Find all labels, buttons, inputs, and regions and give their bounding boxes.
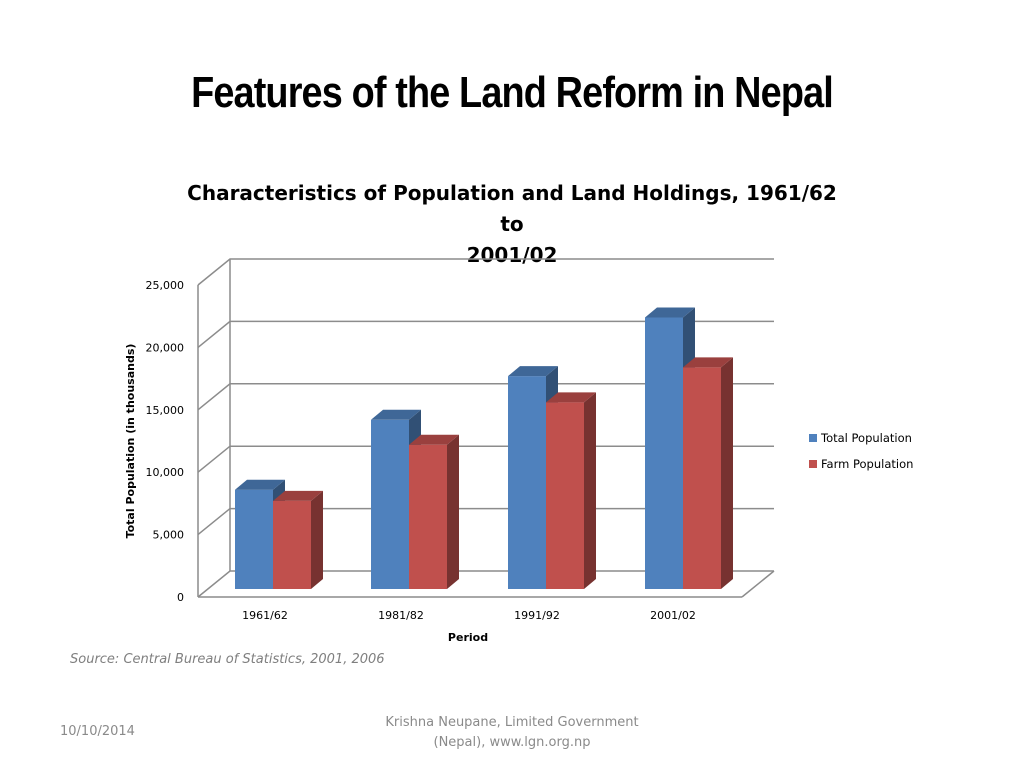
bar <box>409 434 459 589</box>
bar <box>546 392 596 589</box>
x-axis-label: Period <box>448 631 488 644</box>
legend-label: Farm Population <box>821 457 913 471</box>
legend: Total Population Farm Population <box>809 431 913 471</box>
x-tick-label: 2001/02 <box>650 609 696 622</box>
footer-credit-line-1: Krishna Neupane, Limited Government <box>385 715 639 730</box>
bar-front <box>683 367 721 589</box>
bar-front <box>546 402 584 589</box>
bar-front <box>508 376 546 589</box>
y-tick-label: 5,000 <box>153 529 185 542</box>
bar-front <box>371 419 409 589</box>
legend-label: Total Population <box>820 431 912 445</box>
x-tick-label: 1961/62 <box>242 609 288 622</box>
bars <box>235 307 733 589</box>
footer-credit: Krishna Neupane, Limited Government (Nep… <box>340 713 684 753</box>
y-tick-label: 10,000 <box>146 466 185 479</box>
y-tick-labels: 0 5,000 10,000 15,000 20,000 25,000 <box>146 279 185 604</box>
bar-front <box>235 489 273 589</box>
bar-side <box>584 392 596 589</box>
x-tick-label: 1981/82 <box>378 609 424 622</box>
chart-title-line-1: Characteristics of Population and Land H… <box>187 181 837 236</box>
gridline-5 <box>197 258 774 286</box>
y-tick-label: 20,000 <box>146 341 185 354</box>
bar <box>683 357 733 589</box>
bar-top <box>683 357 733 368</box>
footer-date: 10/10/2014 <box>60 724 135 739</box>
y-axis-label: Total Population (in thousands) <box>124 344 137 539</box>
bar-top <box>371 409 421 420</box>
source-note: Source: Central Bureau of Statistics, 20… <box>70 652 385 667</box>
bar-side <box>447 434 459 589</box>
x-tick-label: 1991/92 <box>514 609 560 622</box>
bar-side <box>721 357 733 589</box>
slide-title: Features of the Land Reform in Nepal <box>191 68 834 117</box>
bar-top <box>645 307 695 318</box>
bar <box>273 490 323 589</box>
bar-front <box>409 444 447 589</box>
chart-title-line-2: 2001/02 <box>466 243 558 267</box>
x-tick-labels: 1961/62 1981/82 1991/92 2001/02 <box>242 609 696 622</box>
bar-top <box>409 434 459 445</box>
bar-top <box>546 392 596 403</box>
bar-front <box>645 317 683 589</box>
bar-top <box>235 479 285 490</box>
footer-credit-line-2: (Nepal), www.lgn.org.np <box>433 735 591 750</box>
y-tick-label: 0 <box>177 591 184 604</box>
legend-swatch <box>809 434 817 442</box>
floor-side-edge <box>741 570 775 598</box>
bar-front <box>273 500 311 589</box>
y-tick-label: 15,000 <box>146 404 185 417</box>
chart-title: Characteristics of Population and Land H… <box>180 178 844 271</box>
bar-top <box>508 366 558 377</box>
bar-side <box>311 490 323 589</box>
bar-top <box>273 490 323 501</box>
legend-swatch <box>809 460 817 468</box>
y-tick-label: 25,000 <box>146 279 185 292</box>
